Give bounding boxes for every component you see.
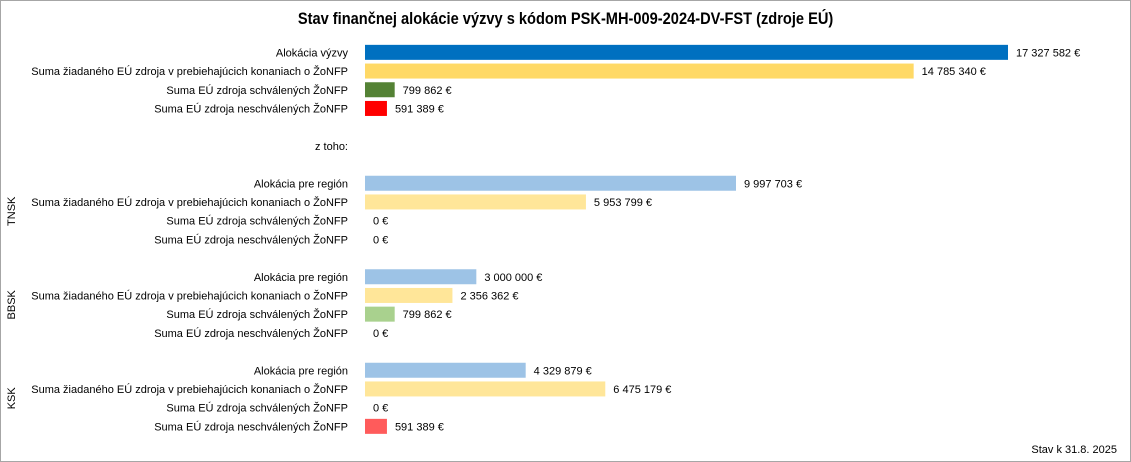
value-label: 2 356 362 € bbox=[460, 290, 518, 302]
bar bbox=[365, 82, 395, 98]
group-label: BBSK bbox=[6, 289, 18, 319]
group-label: TNSK bbox=[6, 196, 18, 226]
category-label: Suma EÚ zdroja schválených ŽoNFP bbox=[166, 84, 348, 97]
category-label: Suma EÚ zdroja schválených ŽoNFP bbox=[166, 402, 348, 415]
bar bbox=[365, 381, 606, 397]
chart-title: Stav finančnej alokácie výzvy s kódom PS… bbox=[297, 9, 834, 28]
group-label: KSK bbox=[6, 387, 18, 410]
bar bbox=[365, 194, 586, 210]
bar bbox=[365, 44, 1008, 60]
value-label: 4 329 879 € bbox=[534, 365, 592, 377]
category-label: Suma EÚ zdroja neschválených ŽoNFP bbox=[154, 233, 348, 246]
value-label: 799 862 € bbox=[403, 309, 452, 321]
value-label: 799 862 € bbox=[403, 85, 452, 97]
value-label: 591 389 € bbox=[395, 103, 444, 115]
category-label: Alokácia pre región bbox=[254, 272, 348, 284]
bar bbox=[365, 362, 526, 378]
value-label: 591 389 € bbox=[395, 421, 444, 433]
bar bbox=[365, 306, 395, 322]
value-label: 14 785 340 € bbox=[922, 66, 986, 78]
category-label: Suma žiadaného EÚ zdroja v prebiehajúcic… bbox=[31, 196, 348, 209]
value-label: 6 475 179 € bbox=[613, 384, 671, 396]
category-label: Suma žiadaného EÚ zdroja v prebiehajúcic… bbox=[31, 65, 348, 78]
category-label: Suma EÚ zdroja neschválených ŽoNFP bbox=[154, 102, 348, 115]
bar bbox=[365, 287, 453, 303]
category-label: Alokácia pre región bbox=[254, 365, 348, 377]
bar bbox=[365, 269, 477, 285]
value-label: 0 € bbox=[373, 328, 388, 340]
value-label: 0 € bbox=[373, 216, 388, 228]
category-label: Suma EÚ zdroja schválených ŽoNFP bbox=[166, 308, 348, 321]
value-label: 3 000 000 € bbox=[484, 272, 542, 284]
category-label: Suma EÚ zdroja schválených ŽoNFP bbox=[166, 215, 348, 228]
category-label: z toho: bbox=[315, 141, 348, 153]
category-label: Suma EÚ zdroja neschválených ŽoNFP bbox=[154, 327, 348, 340]
category-label: Alokácia výzvy bbox=[276, 47, 349, 59]
category-label: Suma žiadaného EÚ zdroja v prebiehajúcic… bbox=[31, 383, 348, 396]
bar bbox=[365, 100, 387, 116]
value-label: 0 € bbox=[373, 403, 388, 415]
value-label: 9 997 703 € bbox=[744, 178, 802, 190]
category-label: Alokácia pre región bbox=[254, 178, 348, 190]
status-date: Stav k 31.8. 2025 bbox=[1031, 444, 1117, 456]
bar bbox=[365, 175, 736, 191]
bar bbox=[365, 63, 914, 79]
category-label: Suma EÚ zdroja neschválených ŽoNFP bbox=[154, 420, 348, 433]
bar bbox=[365, 418, 387, 434]
category-label: Suma žiadaného EÚ zdroja v prebiehajúcic… bbox=[31, 289, 348, 302]
value-label: 5 953 799 € bbox=[594, 197, 652, 209]
value-label: 17 327 582 € bbox=[1016, 47, 1080, 59]
value-label: 0 € bbox=[373, 234, 388, 246]
